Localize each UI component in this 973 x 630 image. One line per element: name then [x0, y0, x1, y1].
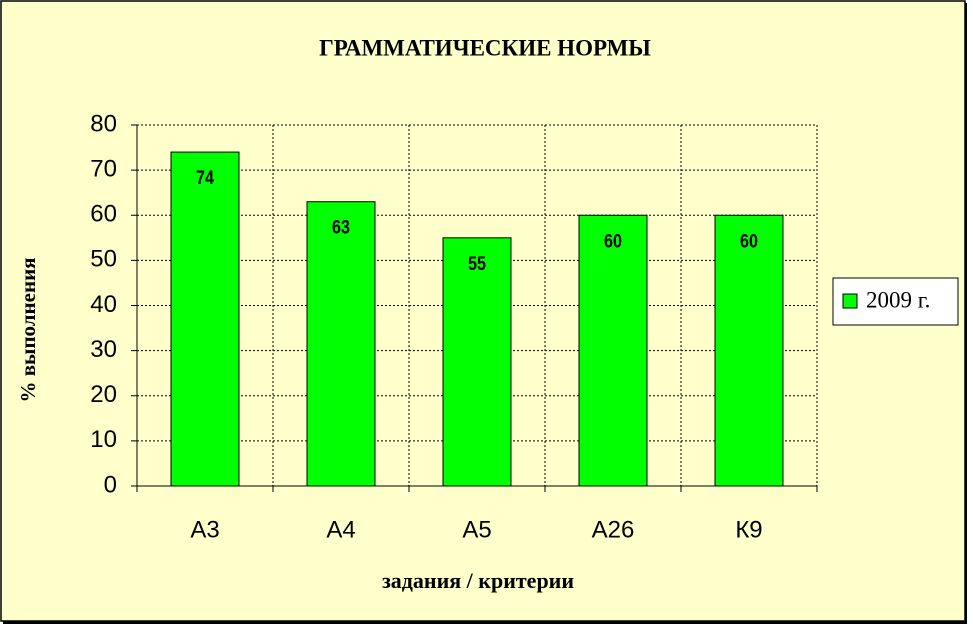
y-tick-label: 0	[104, 471, 117, 498]
y-axis-title: % выполнения	[16, 257, 40, 402]
bar	[170, 151, 240, 487]
legend-swatch	[842, 293, 858, 309]
legend: 2009 г.	[832, 277, 959, 326]
data-label: 55	[468, 253, 486, 275]
x-tick-label: А5	[462, 516, 491, 543]
data-label: 60	[740, 230, 758, 252]
x-tick-label: А4	[326, 516, 355, 543]
x-tick-label: А3	[190, 516, 219, 543]
data-label: 74	[196, 167, 214, 189]
bar	[714, 214, 784, 487]
x-tick-label: К9	[735, 516, 762, 543]
chart-title: ГРАММАТИЧЕСКИЕ НОРМЫ	[319, 35, 651, 60]
y-tick-label: 50	[90, 246, 117, 273]
y-tick-label: 30	[90, 336, 117, 363]
data-label: 60	[604, 230, 622, 252]
y-tick-label: 80	[90, 110, 117, 137]
legend-label: 2009 г.	[866, 287, 930, 312]
y-tick-label: 40	[90, 291, 117, 318]
bar	[442, 237, 512, 487]
bar	[578, 214, 648, 487]
y-tick-label: 10	[90, 426, 117, 453]
x-tick-label: А26	[592, 516, 635, 543]
y-tick-label: 60	[90, 201, 117, 228]
y-tick-label: 70	[90, 155, 117, 182]
x-axis-title: задания / критерии	[382, 568, 574, 593]
data-label: 63	[332, 216, 350, 238]
bar	[306, 201, 376, 487]
y-tick-label: 20	[90, 381, 117, 408]
